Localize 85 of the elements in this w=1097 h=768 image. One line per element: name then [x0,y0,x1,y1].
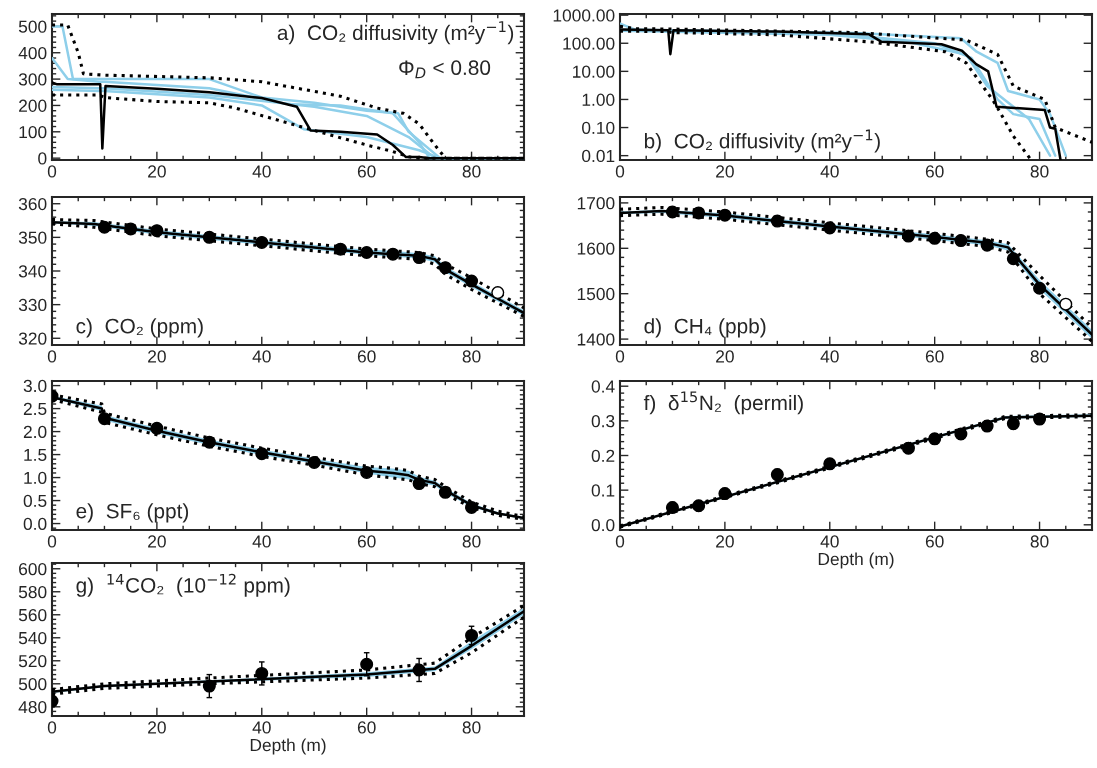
x-tick-label: 80 [1030,350,1049,363]
x-tick-label: 40 [820,535,839,548]
x-tick-label: 60 [357,535,376,548]
y-tick-label: 100.00 [563,37,615,50]
x-tick-label: 20 [148,165,166,178]
x-tick-label: 0 [47,165,57,178]
annotation: g) $^{14}$CO₂ (10$^{−12}$ ppm) [76,573,290,597]
y-tick-label: 350 [18,231,47,244]
annotation: Φ$_{D}$ < 0.80 [399,60,491,79]
y-tick-label: 330 [18,298,47,312]
annotation: d) CH₄ (ppb) [644,318,766,338]
x-tick-label: 60 [357,165,376,178]
y-tick-label: 200 [19,99,47,112]
x-tick-label: 20 [716,165,734,178]
x-tick-label: 0 [615,350,625,363]
x-tick-label: 60 [925,165,944,178]
y-tick-label: 0.5 [23,494,47,508]
y-tick-label: 1.5 [24,448,47,462]
x-tick-label: 40 [252,350,271,363]
y-tick-label: 10.00 [573,65,615,78]
x-tick-label: 60 [925,350,944,363]
x-tick-label: 20 [148,721,166,734]
y-tick-label: 300 [18,73,47,86]
y-tick-label: 2.0 [23,425,47,439]
y-tick-label: 0.4 [591,380,615,393]
y-tick-label: 340 [18,265,47,278]
annotation: f) δ$^{15}$N₂ (permil) [643,391,803,415]
y-tick-label: 360 [18,197,47,211]
y-tick-label: 0.2 [591,449,615,462]
x-tick-label: 40 [820,165,839,178]
y-tick-label: 0.10 [582,121,615,135]
x-tick-label: 20 [148,350,166,363]
y-tick-label: 540 [18,631,47,645]
y-tick-label: 100 [19,125,47,139]
y-tick-label: 500 [18,20,47,33]
y-tick-label: 2.5 [23,402,47,416]
y-tick-label: 0.01 [582,149,615,163]
x-axis-title: Depth (m) [250,738,326,755]
x-tick-label: 60 [925,535,944,548]
y-tick-label: 320 [18,332,47,345]
x-tick-label: 40 [252,721,271,734]
y-tick-label: 1500 [577,287,615,301]
y-tick-label: 1.0 [24,471,47,485]
x-tick-label: 60 [357,350,376,363]
x-tick-label: 20 [716,350,734,363]
y-tick-label: 0.3 [591,415,615,428]
x-tick-label: 0 [47,721,57,734]
x-tick-label: 0 [47,350,57,363]
x-tick-label: 80 [1030,165,1049,178]
y-tick-label: 1.00 [582,93,615,106]
y-tick-label: 1700 [577,197,615,210]
x-tick-label: 80 [462,350,481,363]
x-tick-label: 40 [820,350,839,363]
y-tick-label: 0.0 [591,518,615,532]
annotation: e) SF₆ (ppt) [76,503,189,523]
y-tick-label: 600 [19,562,47,576]
y-tick-label: 1000.00 [553,9,615,22]
y-tick-label: 400 [18,46,47,60]
y-tick-label: 580 [18,585,47,599]
y-tick-label: 1400 [577,333,615,346]
y-tick-label: 0 [38,152,47,165]
y-tick-label: 0.0 [23,517,47,531]
y-tick-label: 3.0 [23,379,47,393]
x-tick-label: 40 [252,165,271,178]
x-tick-label: 80 [462,165,481,178]
x-tick-label: 40 [252,535,271,548]
x-tick-label: 60 [357,721,376,734]
annotation: a) CO₂ diffusivity (m²y$^{−1}$) [277,21,514,45]
x-tick-label: 0 [615,535,625,548]
x-tick-label: 0 [47,535,57,548]
annotation: b) CO₂ diffusivity (m²y$^{−1}$) [644,129,880,153]
x-tick-label: 80 [462,535,481,548]
x-tick-label: 20 [148,535,166,548]
y-tick-label: 520 [18,654,47,668]
y-tick-label: 480 [18,700,47,714]
y-tick-label: 560 [18,608,47,622]
annotation: c) CO₂ (ppm) [76,318,203,338]
x-tick-label: 80 [462,721,481,734]
x-tick-label: 0 [615,165,625,178]
x-tick-label: 80 [1030,535,1049,548]
y-tick-label: 0.1 [591,484,615,497]
x-axis-title: Depth (m) [818,552,894,569]
y-tick-label: 500 [18,677,47,691]
x-tick-label: 20 [716,535,734,548]
y-tick-label: 1600 [577,242,615,255]
